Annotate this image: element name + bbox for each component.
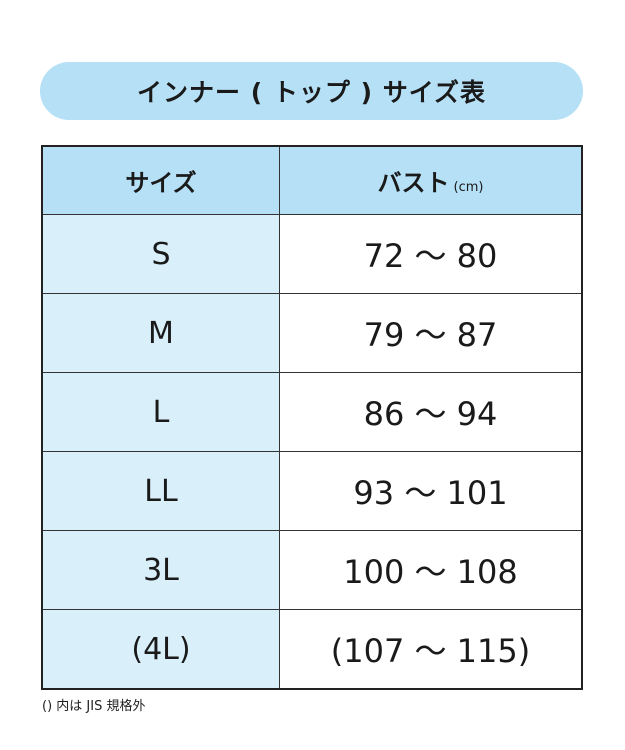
bust-cell: 79 〜 87: [279, 293, 583, 373]
size-cell: (4L): [41, 609, 280, 690]
size-cell: L: [41, 372, 280, 452]
header-bust-unit: (cm): [453, 180, 484, 195]
size-table: サイズ バスト (cm) S 72 〜 80 M 79 〜 87 L 86 〜 94 L…: [41, 145, 583, 690]
size-cell: M: [41, 293, 280, 373]
bust-cell: 93 〜 101: [279, 451, 583, 531]
title-text: インナー ( トップ ) サイズ表: [137, 78, 486, 107]
size-cell: LL: [41, 451, 280, 531]
footnote: () 内は JIS 規格外: [42, 699, 146, 714]
header-bust-label: バスト: [377, 169, 450, 197]
table-row: (4L) (107 〜 115): [41, 609, 583, 690]
bust-cell: 100 〜 108: [279, 530, 583, 610]
header-bust: バスト (cm): [279, 145, 583, 215]
table-row: L 86 〜 94: [41, 372, 583, 452]
header-size: サイズ: [41, 145, 280, 215]
page-title: インナー ( トップ ) サイズ表: [40, 62, 583, 120]
table-row: 3L 100 〜 108: [41, 530, 583, 610]
bust-cell: (107 〜 115): [279, 609, 583, 690]
table-header: サイズ バスト (cm): [41, 145, 583, 215]
table-row: M 79 〜 87: [41, 293, 583, 373]
bust-cell: 86 〜 94: [279, 372, 583, 452]
size-cell: S: [41, 214, 280, 294]
bust-cell: 72 〜 80: [279, 214, 583, 294]
size-cell: 3L: [41, 530, 280, 610]
table-row: S 72 〜 80: [41, 214, 583, 294]
table-row: LL 93 〜 101: [41, 451, 583, 531]
